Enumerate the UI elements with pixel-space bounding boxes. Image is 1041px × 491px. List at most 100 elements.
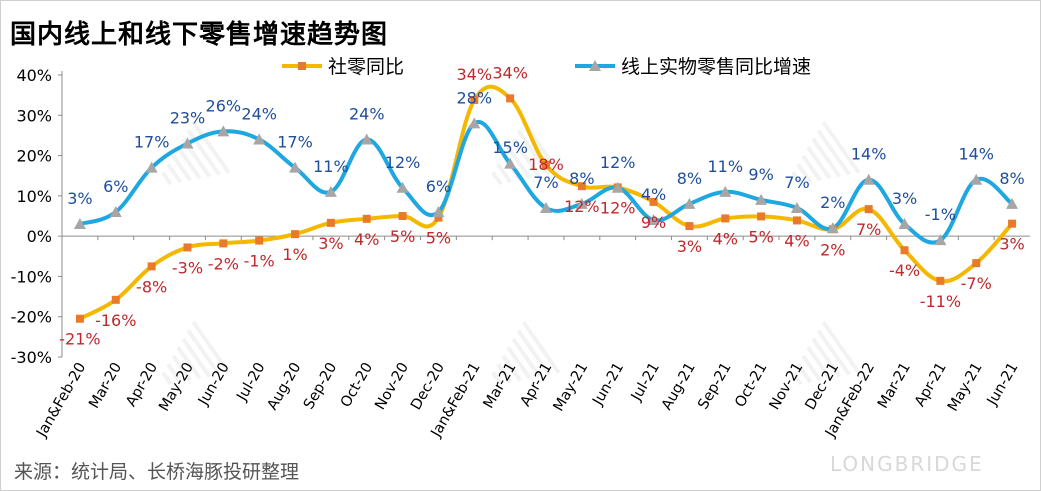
- series-lines: [77, 84, 1015, 321]
- data-label: -11%: [920, 292, 961, 311]
- data-label: -3%: [172, 258, 203, 277]
- watermark-bar: [811, 137, 842, 178]
- data-point-square: [972, 259, 981, 268]
- x-tick-label: Jul-20: [234, 360, 269, 405]
- data-label: 15%: [492, 138, 528, 157]
- watermark-bar: [191, 120, 231, 174]
- data-label: 4%: [713, 229, 738, 248]
- data-point-triangle: [575, 197, 588, 209]
- y-tick-label: 30%: [16, 106, 52, 125]
- data-point-square: [936, 276, 945, 285]
- watermark-bar: [496, 163, 513, 184]
- x-tick-label: Oct-20: [338, 360, 376, 410]
- y-tick-label: -30%: [11, 348, 52, 367]
- data-label: 9%: [641, 213, 666, 232]
- watermark-bar: [176, 146, 202, 180]
- x-tick-label: May-21: [945, 360, 986, 414]
- x-tick-label: Dec-20: [408, 360, 448, 413]
- y-tick-label: 40%: [16, 66, 52, 85]
- legend: 社零同比 线上实物零售同比增速: [282, 56, 811, 78]
- data-label: 7%: [533, 173, 558, 192]
- x-tick-label: Apr-21: [912, 360, 950, 409]
- watermark-bar: [506, 346, 532, 380]
- watermark-bar: [161, 371, 173, 386]
- data-point-square: [434, 213, 443, 222]
- data-label: 17%: [134, 133, 170, 152]
- data-point-square: [326, 218, 335, 227]
- x-tick-label: Jan&Feb-20: [34, 360, 90, 441]
- chart-title: 国内线上和线下零售增速趋势图: [10, 20, 389, 50]
- watermark-bar: [806, 346, 832, 380]
- data-point-square: [75, 314, 84, 323]
- data-label: 7%: [784, 173, 809, 192]
- watermark-bar: [806, 146, 832, 180]
- brand-watermark: LONGBRIDGE: [830, 452, 984, 476]
- data-label: 4%: [784, 231, 809, 250]
- series-markers: [73, 94, 1019, 323]
- watermark-bar: [191, 320, 231, 374]
- data-point-square: [1008, 219, 1017, 228]
- data-label: 4%: [354, 230, 379, 249]
- data-point-triangle: [611, 181, 624, 193]
- data-point-square: [721, 214, 730, 223]
- data-point-square: [900, 246, 909, 255]
- x-tick-label: Nov-21: [767, 360, 807, 413]
- data-point-square: [291, 230, 300, 239]
- legend-marker: [298, 62, 306, 70]
- source-note: 来源：统计局、长桥海豚投研整理: [14, 461, 300, 483]
- data-label: 2%: [820, 193, 845, 212]
- watermark-bar: [521, 320, 561, 374]
- x-tick-label: Sep-21: [695, 360, 734, 412]
- data-label: 8%: [999, 169, 1024, 188]
- data-label: 2%: [820, 240, 845, 259]
- data-label: -8%: [136, 277, 167, 296]
- data-point-square: [685, 222, 694, 231]
- data-label: 14%: [958, 145, 994, 164]
- data-label: 34%: [457, 65, 493, 84]
- watermark-bar: [511, 137, 542, 178]
- x-tick-label: Jun-21: [984, 360, 1022, 409]
- data-label: 12%: [564, 197, 600, 216]
- data-label: 24%: [241, 104, 277, 123]
- watermark-bar: [166, 163, 183, 184]
- data-label: 7%: [856, 220, 881, 239]
- x-tick-label: Sep-20: [301, 360, 340, 412]
- watermark-bar: [801, 154, 822, 182]
- x-tick-label: Oct-21: [732, 360, 770, 410]
- watermark-bar: [491, 371, 503, 386]
- y-tick-label: 20%: [16, 147, 52, 166]
- data-label: 5%: [426, 229, 451, 248]
- data-label: -21%: [59, 330, 100, 349]
- watermark-bar: [501, 354, 522, 382]
- data-label: 4%: [641, 185, 666, 204]
- data-point-square: [111, 295, 120, 304]
- watermark-bar: [811, 337, 842, 378]
- watermark-bar: [816, 329, 851, 376]
- watermark-layer: [161, 120, 861, 386]
- data-point-square: [219, 239, 228, 248]
- watermark-bar: [801, 354, 822, 382]
- x-tick-label: Mar-20: [86, 360, 125, 411]
- data-label: 3%: [318, 234, 343, 253]
- x-tick-label: Apr-20: [123, 360, 161, 409]
- data-point-square: [577, 182, 586, 191]
- data-point-triangle: [540, 201, 552, 213]
- series-line-0: [77, 84, 1015, 321]
- data-point-square: [147, 262, 156, 271]
- data-label: 28%: [457, 88, 493, 107]
- data-label: -1%: [244, 252, 275, 271]
- data-label: 6%: [426, 177, 451, 196]
- watermark-bar: [796, 363, 813, 384]
- watermark-bar: [821, 320, 861, 374]
- x-tick-label: Jul-21: [628, 360, 663, 405]
- data-point-triangle: [826, 222, 839, 234]
- data-label: 5%: [390, 227, 415, 246]
- data-point-triangle: [1006, 197, 1019, 209]
- data-label: 3%: [999, 235, 1024, 254]
- watermark-bar: [816, 129, 851, 176]
- data-point-triangle: [360, 133, 373, 145]
- data-label: 34%: [492, 63, 528, 82]
- data-label: 14%: [851, 145, 887, 164]
- legend-label: 社零同比: [328, 56, 404, 78]
